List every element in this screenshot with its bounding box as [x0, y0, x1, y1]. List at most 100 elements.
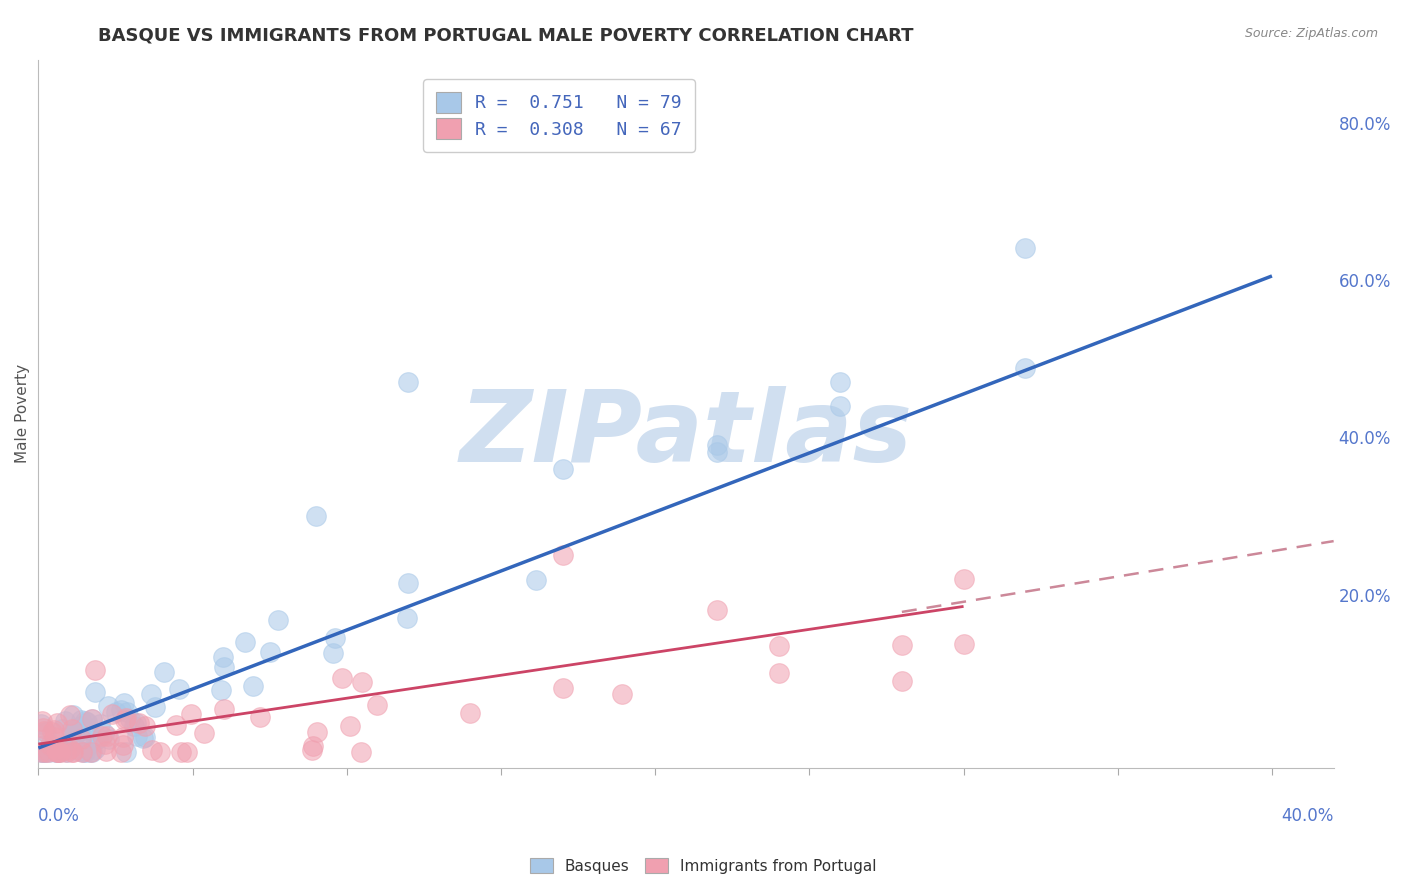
Point [212, 659, 235, 673]
Point [76, 714, 98, 729]
Point [80, 745, 103, 759]
Point [180, 707, 202, 722]
Point [34, 745, 56, 759]
Point [73, 745, 96, 759]
Point [768, 666, 790, 681]
Point [84, 684, 107, 698]
Point [141, 742, 163, 756]
Point [38, 745, 60, 759]
Point [551, 461, 574, 475]
Point [96, 743, 118, 757]
Point [305, 725, 328, 739]
Point [193, 725, 215, 739]
Point [330, 672, 353, 686]
Point [153, 665, 176, 680]
Point [32, 724, 55, 739]
Point [67, 744, 90, 758]
Point [115, 711, 138, 725]
Point [259, 645, 281, 659]
Point [75, 725, 97, 739]
Point [70, 718, 93, 732]
Point [53, 714, 76, 728]
Point [458, 706, 481, 720]
Point [112, 738, 135, 752]
Point [62, 745, 84, 759]
Point [98, 731, 121, 746]
Legend: Basques, Immigrants from Portugal: Basques, Immigrants from Portugal [523, 852, 883, 880]
Point [62, 708, 84, 723]
Point [84, 741, 107, 756]
Point [149, 745, 172, 759]
Point [706, 444, 728, 458]
Point [39, 738, 62, 752]
Point [524, 573, 547, 587]
Point [41, 725, 63, 739]
Point [115, 745, 138, 759]
Y-axis label: Male Poverty: Male Poverty [15, 364, 30, 463]
Point [134, 719, 156, 733]
Point [94, 737, 117, 751]
Point [42, 723, 65, 738]
Point [134, 730, 156, 744]
Point [169, 745, 191, 759]
Point [45, 745, 67, 759]
Point [125, 716, 148, 731]
Point [60, 722, 83, 736]
Point [301, 743, 323, 757]
Point [551, 681, 574, 695]
Point [56, 738, 79, 752]
Point [830, 399, 852, 413]
Point [890, 638, 912, 652]
Point [111, 730, 134, 744]
Point [120, 712, 142, 726]
Point [339, 718, 361, 732]
Point [56, 745, 79, 759]
Point [34, 745, 56, 759]
Point [48, 745, 70, 759]
Point [70, 745, 93, 759]
Point [30, 745, 52, 759]
Point [55, 745, 77, 759]
Point [80, 712, 103, 726]
Point [69, 731, 91, 746]
Point [214, 702, 236, 716]
Point [212, 650, 235, 665]
Point [45, 745, 67, 759]
Point [84, 733, 107, 747]
Point [46, 745, 69, 759]
Point [31, 722, 53, 736]
Point [366, 698, 388, 712]
Text: ZIPatlas: ZIPatlas [460, 386, 912, 483]
Text: BASQUE VS IMMIGRANTS FROM PORTUGAL MALE POVERTY CORRELATION CHART: BASQUE VS IMMIGRANTS FROM PORTUGAL MALE … [98, 27, 914, 45]
Point [30, 745, 52, 759]
Point [127, 729, 149, 743]
Point [952, 572, 974, 586]
Point [143, 699, 166, 714]
Point [89, 716, 111, 731]
Point [122, 719, 145, 733]
Point [167, 681, 190, 696]
Point [90, 729, 112, 743]
Point [69, 724, 91, 739]
Point [45, 742, 67, 756]
Text: Source: ZipAtlas.com: Source: ZipAtlas.com [1244, 27, 1378, 40]
Point [45, 716, 67, 731]
Point [79, 745, 101, 759]
Point [59, 707, 82, 722]
Point [77, 739, 100, 753]
Point [32, 738, 55, 752]
Point [112, 696, 135, 710]
Point [176, 745, 198, 759]
Point [322, 646, 344, 660]
Point [32, 745, 55, 759]
Point [128, 716, 150, 731]
Point [1014, 361, 1036, 376]
Point [93, 726, 115, 740]
Point [110, 745, 132, 759]
Point [1014, 242, 1036, 256]
Point [267, 613, 290, 627]
Point [104, 705, 127, 719]
Point [42, 730, 65, 744]
Point [97, 699, 120, 714]
Point [706, 438, 728, 452]
